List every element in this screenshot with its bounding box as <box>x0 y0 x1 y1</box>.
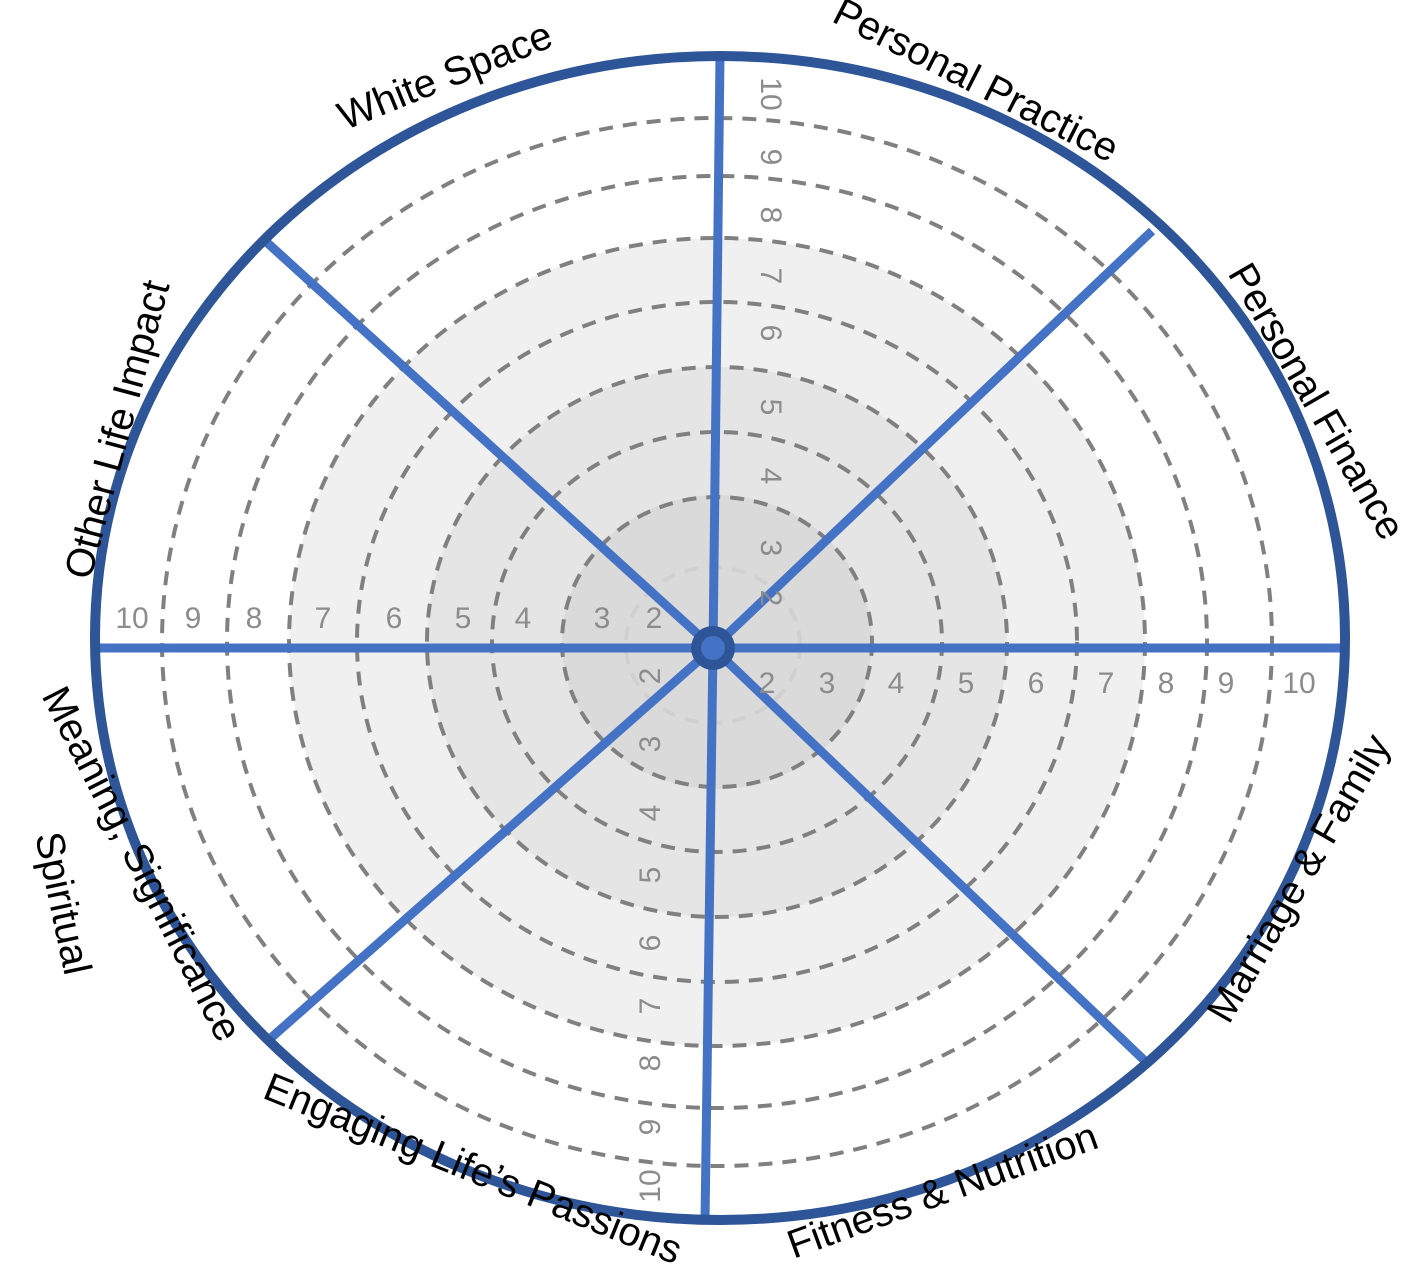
tick-label: 7 <box>315 602 332 635</box>
tick-label: 4 <box>634 805 667 822</box>
tick-label: 6 <box>754 325 787 342</box>
tick-label: 10 <box>1282 667 1315 700</box>
tick-label: 8 <box>1158 667 1175 700</box>
category-personal-finance: Personal Finance <box>1219 256 1409 548</box>
tick-label: 3 <box>634 736 667 753</box>
category-spiritual: Spiritual <box>26 828 99 979</box>
tick-label: 3 <box>594 602 611 635</box>
tick-labels-left: 10 9 8 7 6 5 4 3 2 <box>115 602 662 635</box>
tick-labels-right: 2 3 4 5 6 7 8 9 10 <box>759 667 1316 700</box>
spoke-bottom <box>700 647 718 1222</box>
tick-label: 9 <box>1218 667 1235 700</box>
tick-label: 3 <box>754 540 787 557</box>
spokes <box>97 55 1343 1222</box>
tick-labels-top: 10 9 8 7 6 5 4 3 2 <box>754 77 787 606</box>
category-personal-practice: Personal Practice <box>826 0 1125 171</box>
tick-label: 7 <box>1098 667 1115 700</box>
tick-label: 2 <box>759 667 776 700</box>
tick-label: 5 <box>958 667 975 700</box>
tick-label: 10 <box>754 77 787 110</box>
ring-7 <box>287 236 1147 1048</box>
tick-label: 9 <box>185 602 202 635</box>
ring-9 <box>160 116 1274 1168</box>
tick-label: 8 <box>634 1055 667 1072</box>
tick-label: 8 <box>754 207 787 224</box>
category-marriage-family: Marriage & Family <box>1199 727 1399 1030</box>
outer-rim <box>90 51 1350 1225</box>
tick-label: 7 <box>754 268 787 285</box>
tick-label: 10 <box>115 602 148 635</box>
tick-label: 4 <box>754 468 787 485</box>
category-fitness-nutrition: Fitness & Nutrition <box>781 1114 1103 1267</box>
category-engaging-lifes-passions: Engaging Life’s Passions <box>258 1065 688 1273</box>
tick-label: 5 <box>455 602 472 635</box>
ring-4 <box>490 430 944 854</box>
tick-label: 10 <box>634 1169 667 1202</box>
spoke-top-left <box>258 234 717 652</box>
category-other-life-impact: Other Life Impact <box>56 276 178 584</box>
tick-label: 7 <box>634 998 667 1015</box>
spoke-bottom-right <box>709 644 1150 1066</box>
tick-label: 5 <box>634 867 667 884</box>
spoke-top-right <box>709 227 1156 652</box>
tick-label: 6 <box>386 602 403 635</box>
tick-label: 4 <box>515 602 532 635</box>
tick-label: 2 <box>754 590 787 607</box>
tick-label: 6 <box>634 935 667 952</box>
tick-label: 3 <box>819 667 836 700</box>
hub-inner <box>701 636 725 660</box>
tick-label: 6 <box>1028 667 1045 700</box>
spoke-bottom-left <box>269 644 716 1041</box>
ring-6 <box>355 300 1079 984</box>
tick-label: 2 <box>646 602 663 635</box>
spoke-top <box>708 55 725 649</box>
tick-label: 5 <box>754 399 787 416</box>
tick-label: 8 <box>246 602 263 635</box>
ring-8 <box>225 174 1209 1110</box>
tick-label: 4 <box>888 667 905 700</box>
tick-labels-bottom: 2 3 4 5 6 7 8 9 10 <box>634 668 667 1203</box>
tick-label: 9 <box>634 1119 667 1136</box>
tick-label: 9 <box>754 149 787 166</box>
tick-label: 2 <box>634 668 667 685</box>
